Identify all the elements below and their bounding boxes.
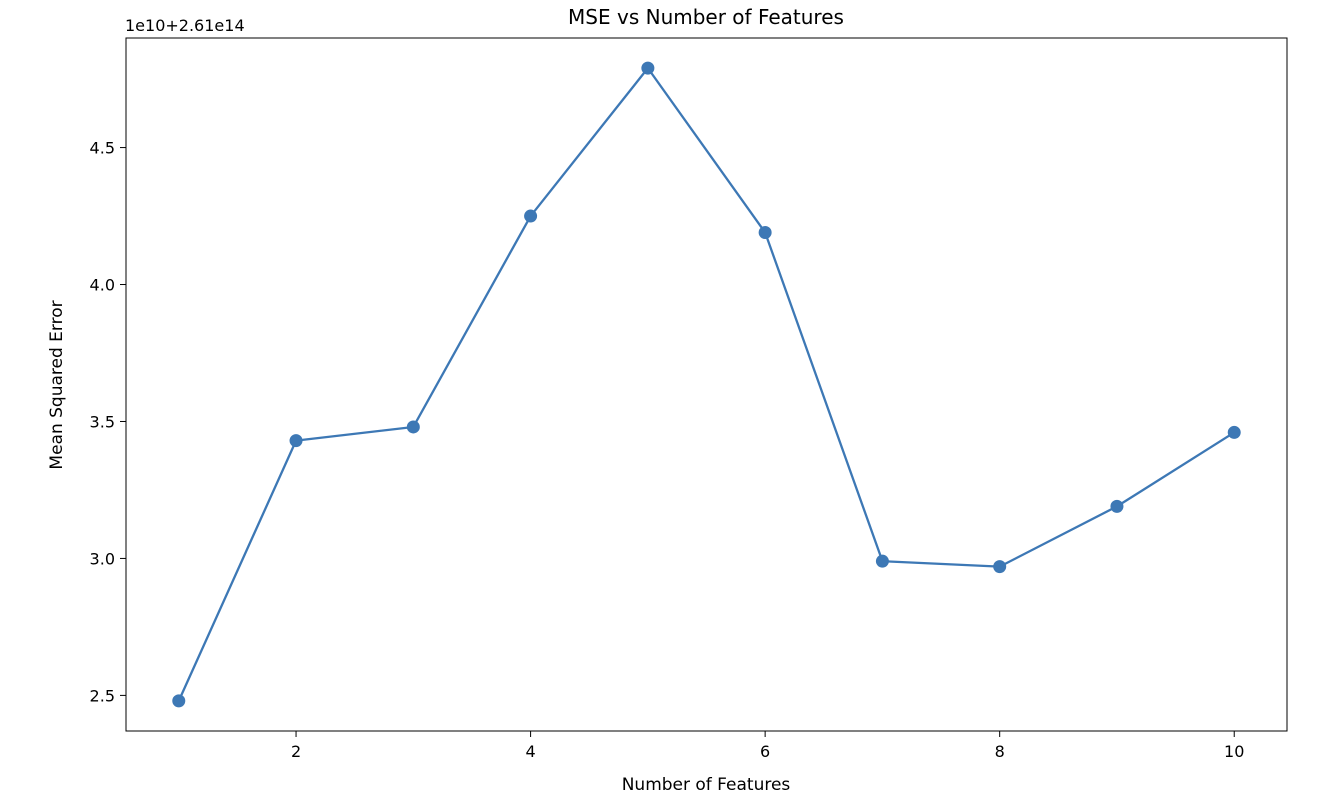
x-tick-label: 6 bbox=[760, 742, 770, 761]
data-point-marker bbox=[1227, 425, 1241, 439]
series-line bbox=[177, 66, 1235, 702]
y-tick-label: 2.5 bbox=[90, 686, 115, 705]
data-point-marker bbox=[524, 209, 538, 223]
x-tick-label: 4 bbox=[525, 742, 535, 761]
x-tick-label: 10 bbox=[1224, 742, 1244, 761]
data-point-marker bbox=[641, 61, 655, 75]
x-axis-ticks: 2 4 6 8 10 bbox=[291, 731, 1244, 761]
plot-area bbox=[172, 61, 1241, 708]
plot-frame bbox=[125, 37, 1288, 732]
data-point-marker bbox=[406, 420, 420, 434]
data-point-marker bbox=[993, 560, 1007, 574]
x-tick-label: 8 bbox=[995, 742, 1005, 761]
data-point-marker bbox=[172, 694, 186, 708]
data-point-marker bbox=[758, 225, 772, 239]
y-tick-label: 4.5 bbox=[90, 139, 115, 158]
data-point-marker bbox=[875, 554, 889, 568]
y-axis-ticks: 2.5 3.0 3.5 4.0 4.5 bbox=[90, 139, 126, 705]
y-axis-title: Mean Squared Error bbox=[47, 300, 67, 469]
y-offset-label: 1e10+2.61e14 bbox=[125, 16, 245, 35]
y-tick-label: 3.5 bbox=[90, 412, 115, 431]
data-point-marker bbox=[1110, 499, 1124, 513]
data-point-marker bbox=[289, 434, 303, 448]
x-tick-label: 2 bbox=[291, 742, 301, 761]
chart-title: MSE vs Number of Features bbox=[568, 5, 844, 29]
y-tick-label: 4.0 bbox=[90, 276, 115, 295]
y-tick-label: 3.0 bbox=[90, 549, 115, 568]
x-axis-title: Number of Features bbox=[622, 775, 791, 795]
